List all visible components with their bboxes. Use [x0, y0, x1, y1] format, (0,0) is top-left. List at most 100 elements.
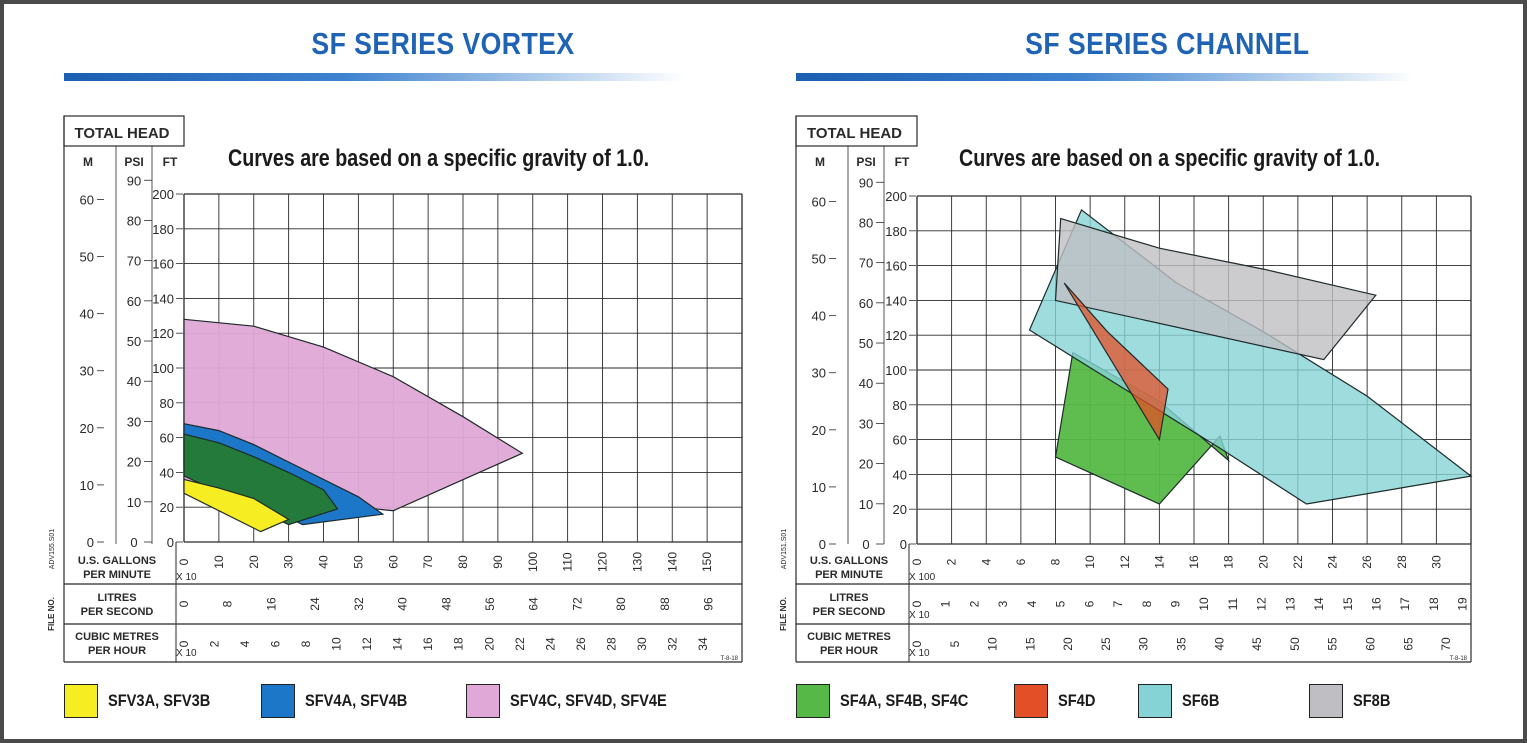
- x-cmh-tick-label: 25: [1099, 637, 1113, 651]
- x-cmh-tick-label: 55: [1326, 637, 1340, 651]
- x-cmh-tick-label: 20: [1061, 637, 1075, 651]
- x-lps-tick-label: 15: [1341, 597, 1355, 611]
- channel-title: SF SERIES CHANNEL: [1025, 26, 1310, 61]
- x-cmh-tick-label: 65: [1401, 637, 1415, 651]
- psi-tick-label: 80: [859, 215, 873, 230]
- unit-label: M: [815, 155, 825, 169]
- x-cmh-tick-label: 22: [513, 637, 527, 651]
- psi-tick-label: 20: [859, 457, 873, 472]
- ft-tick-label: 100: [152, 361, 174, 376]
- legend-label: SFV4A, SFV4B: [305, 691, 408, 710]
- x-lps-tick-label: 0: [910, 600, 924, 607]
- x-gpm-tick-label: 120: [596, 552, 610, 572]
- x-gpm-tick-label: 0: [177, 558, 191, 565]
- psi-tick-label: 40: [859, 376, 873, 391]
- x-gpm-tick-label: 90: [491, 555, 505, 569]
- x-cmh-tick-label: 8: [299, 640, 313, 647]
- m-tick-label: 50: [80, 250, 94, 265]
- legend-label: SFV3A, SFV3B: [108, 691, 211, 710]
- channel-subtitle: Curves are based on a specific gravity o…: [959, 145, 1381, 172]
- x-gpm-tick-label: 18: [1222, 555, 1236, 569]
- psi-tick-label: 30: [859, 416, 873, 431]
- unit-label: M: [83, 155, 93, 169]
- legend-item-sfv4cde: SFV4C, SFV4D, SFV4E: [466, 684, 692, 718]
- x-lps-axis-label: LITRES: [829, 592, 868, 604]
- total-head-label: TOTAL HEAD: [807, 125, 902, 142]
- x-gpm-tick-label: 10: [212, 555, 226, 569]
- legend-item-sf4d: SF4D: [1014, 684, 1101, 718]
- ft-tick-label: 160: [885, 259, 907, 274]
- m-tick-label: 30: [812, 366, 826, 381]
- legend-item-sf8b: SF8B: [1309, 684, 1396, 718]
- m-tick-label: 10: [812, 480, 826, 495]
- x-lps-tick-label: 0: [177, 600, 191, 607]
- m-tick-label: 40: [80, 307, 94, 322]
- m-tick-label: 20: [812, 423, 826, 438]
- x-cmh-axis-label: PER HOUR: [820, 645, 878, 657]
- x-gpm-tick-label: 80: [456, 555, 470, 569]
- psi-tick-label: 10: [859, 497, 873, 512]
- x-gpm-tick-label: 4: [979, 558, 993, 565]
- ft-tick-label: 40: [893, 467, 907, 482]
- x-lps-tick-label: 12: [1255, 597, 1269, 611]
- x-lps-tick-label: 88: [658, 597, 672, 611]
- psi-tick-label: 80: [127, 213, 141, 228]
- x-gpm-tick-label: 150: [700, 552, 714, 572]
- x-gpm-tick-label: 22: [1291, 555, 1305, 569]
- x-cmh-tick-label: 50: [1288, 637, 1302, 651]
- legend-item-sf6b: SF6B: [1138, 684, 1225, 718]
- ft-tick-label: 80: [893, 398, 907, 413]
- x-cmh-tick-label: 0: [177, 640, 191, 647]
- x-cmh-tick-label: 32: [665, 637, 679, 651]
- x-gpm-tick-label: 100: [526, 552, 540, 572]
- x-cmh-tick-label: 28: [604, 637, 618, 651]
- x-cmh-tick-label: 20: [482, 637, 496, 651]
- psi-tick-label: 0: [862, 537, 869, 552]
- x-gpm-tick-label: 26: [1360, 555, 1374, 569]
- x-gpm-tick-label: 20: [247, 555, 261, 569]
- psi-tick-label: 90: [859, 175, 873, 190]
- x-cmh-tick-label: 4: [238, 640, 252, 647]
- series-area-3: [1063, 282, 1169, 442]
- ft-tick-label: 20: [160, 500, 174, 515]
- x-lps-tick-label: 17: [1398, 597, 1412, 611]
- ft-tick-label: 60: [160, 431, 174, 446]
- x-gpm-tick-label: 12: [1118, 555, 1132, 569]
- x-gpm-tick-label: 60: [386, 555, 400, 569]
- x-lps-tick-label: 5: [1054, 600, 1068, 607]
- x-lps-tick-label: 6: [1082, 600, 1096, 607]
- x-cmh-axis-label: CUBIC METRES: [75, 631, 159, 643]
- x-cmh-axis-label: PER HOUR: [88, 645, 146, 657]
- x-lps-multiplier: X 10: [909, 610, 930, 621]
- legend-swatch: [1309, 684, 1343, 718]
- x-lps-tick-label: 80: [614, 597, 628, 611]
- x-lps-axis-label: LITRES: [97, 592, 136, 604]
- x-cmh-tick-label: 5: [948, 640, 962, 647]
- m-tick-label: 40: [812, 309, 826, 324]
- psi-tick-label: 10: [127, 495, 141, 510]
- x-gpm-tick-label: 0: [910, 558, 924, 565]
- ft-tick-label: 120: [152, 326, 174, 341]
- unit-label: FT: [163, 155, 178, 169]
- file-no-label: FILE NO.: [47, 597, 56, 631]
- x-gpm-tick-label: 8: [1049, 558, 1063, 565]
- ft-tick-label: 200: [885, 189, 907, 204]
- x-gpm-tick-label: 24: [1326, 555, 1340, 569]
- x-gpm-tick-label: 30: [1429, 555, 1443, 569]
- x-lps-axis-label: PER SECOND: [813, 606, 886, 618]
- m-tick-label: 50: [812, 252, 826, 267]
- psi-tick-label: 40: [127, 374, 141, 389]
- legend-label: SF6B: [1182, 691, 1220, 710]
- x-gpm-tick-label: 40: [317, 555, 331, 569]
- unit-label: PSI: [856, 155, 875, 169]
- x-lps-tick-label: 18: [1427, 597, 1441, 611]
- x-lps-tick-label: 64: [527, 597, 541, 611]
- x-cmh-tick-label: 6: [269, 640, 283, 647]
- ft-tick-label: 200: [152, 187, 174, 202]
- m-tick-label: 30: [80, 364, 94, 379]
- x-cmh-tick-label: 40: [1212, 637, 1226, 651]
- x-lps-tick-label: 9: [1168, 600, 1182, 607]
